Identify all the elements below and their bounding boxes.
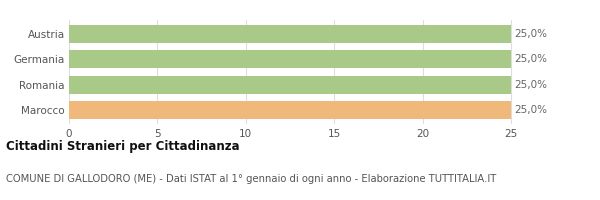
Text: 25,0%: 25,0% xyxy=(514,80,547,90)
Text: 25,0%: 25,0% xyxy=(514,105,547,115)
Text: Cittadini Stranieri per Cittadinanza: Cittadini Stranieri per Cittadinanza xyxy=(6,140,239,153)
Bar xyxy=(69,101,511,119)
Bar xyxy=(69,76,511,94)
Bar xyxy=(69,25,511,43)
Text: 25,0%: 25,0% xyxy=(514,54,547,64)
Text: COMUNE DI GALLODORO (ME) - Dati ISTAT al 1° gennaio di ogni anno - Elaborazione : COMUNE DI GALLODORO (ME) - Dati ISTAT al… xyxy=(6,174,496,184)
Bar xyxy=(69,50,511,68)
Text: 25,0%: 25,0% xyxy=(514,29,547,39)
